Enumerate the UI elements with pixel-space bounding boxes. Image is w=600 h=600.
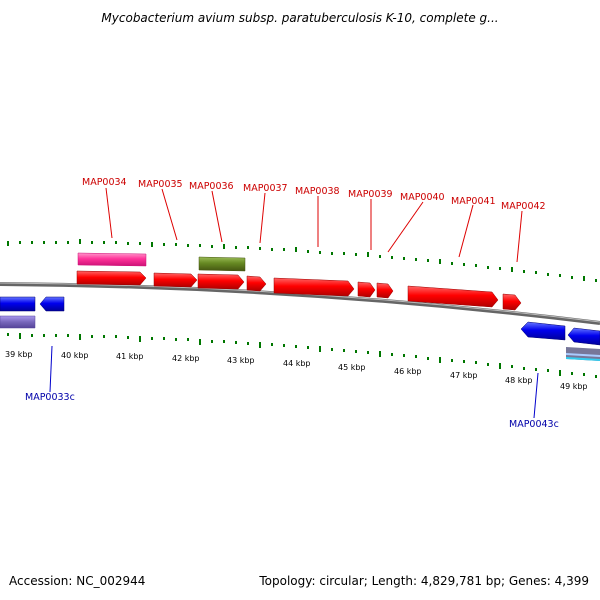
- leader-map0037: [259, 192, 266, 244]
- gene-arrow-map0037[interactable]: [246, 275, 267, 292]
- gene-arrow-map0033c[interactable]: [39, 296, 65, 312]
- tick-label-39: 39 kbp: [5, 350, 33, 359]
- pink-feature-bar[interactable]: [77, 252, 147, 267]
- leader-map0043c: [533, 372, 539, 419]
- striped-feature-bar-cyan: [566, 357, 600, 361]
- leader-map0040: [387, 201, 424, 253]
- tick-labels: 39 kbp 40 kbp 41 kbp 42 kbp 43 kbp 44 kb…: [5, 350, 588, 391]
- gene-arrow-map0044c-partial[interactable]: [567, 327, 600, 346]
- leader-map0033c: [49, 345, 53, 393]
- gene-label-map0033c[interactable]: MAP0033c: [25, 392, 75, 403]
- gene-arrow-map0033c-left[interactable]: [0, 296, 36, 312]
- gene-label-map0037[interactable]: MAP0037: [243, 183, 288, 194]
- tick-label-41: 41 kbp: [116, 352, 144, 361]
- tick-label-40: 40 kbp: [61, 351, 89, 360]
- gene-label-map0040[interactable]: MAP0040: [400, 192, 445, 203]
- gene-arrow-map0038[interactable]: [273, 277, 355, 297]
- tick-label-49: 49 kbp: [560, 382, 588, 391]
- tick-label-43: 43 kbp: [227, 356, 255, 365]
- lower-tick-marks: [7, 333, 597, 378]
- leader-map0035: [161, 188, 178, 241]
- gene-arrow-map0039[interactable]: [357, 281, 376, 298]
- leader-map0041: [458, 204, 474, 258]
- gene-label-map0041[interactable]: MAP0041: [451, 196, 496, 207]
- gene-label-map0043c[interactable]: MAP0043c: [509, 419, 559, 430]
- gene-arrow-map0041[interactable]: [407, 285, 499, 308]
- purple-feature-bar[interactable]: [0, 315, 36, 329]
- gene-arrow-map0034[interactable]: [76, 270, 147, 286]
- tick-label-46: 46 kbp: [394, 367, 422, 376]
- forward-gene-labels: MAP0034 MAP0035 MAP0036 MAP0037 MAP0038 …: [82, 177, 546, 212]
- page-title: Mycobacterium avium subsp. paratuberculo…: [101, 11, 499, 25]
- genome-backbone: [0, 282, 600, 325]
- tick-label-42: 42 kbp: [172, 354, 200, 363]
- gene-label-map0038[interactable]: MAP0038: [295, 186, 340, 197]
- olive-feature-bar[interactable]: [198, 256, 246, 272]
- gene-arrow-map0036[interactable]: [197, 273, 245, 290]
- forward-strand-genes: [76, 270, 522, 311]
- striped-feature-bar-light: [566, 353, 600, 357]
- gene-label-map0042[interactable]: MAP0042: [501, 201, 546, 212]
- gene-arrow-map0042[interactable]: [502, 293, 522, 311]
- leader-map0036: [211, 190, 223, 243]
- reverse-gene-labels: MAP0033c MAP0043c: [25, 392, 559, 430]
- gene-arrow-map0043c[interactable]: [520, 321, 566, 341]
- tick-label-48: 48 kbp: [505, 376, 533, 385]
- gene-arrow-map0035[interactable]: [153, 272, 198, 288]
- forward-label-leaders: [105, 187, 523, 263]
- gene-label-map0039[interactable]: MAP0039: [348, 189, 393, 200]
- leader-map0042: [516, 210, 523, 263]
- topology-summary-text: Topology: circular; Length: 4,829,781 bp…: [259, 574, 589, 588]
- gene-label-map0036[interactable]: MAP0036: [189, 181, 234, 192]
- tick-label-47: 47 kbp: [450, 371, 478, 380]
- leader-map0034: [105, 187, 113, 239]
- reverse-label-leaders: [49, 345, 539, 419]
- upper-tick-marks: [7, 239, 597, 282]
- gene-arrow-map0040[interactable]: [376, 282, 394, 299]
- accession-text: Accession: NC_002944: [9, 574, 146, 588]
- gene-label-map0035[interactable]: MAP0035: [138, 179, 183, 190]
- tick-label-45: 45 kbp: [338, 363, 366, 372]
- tick-label-44: 44 kbp: [283, 359, 311, 368]
- reverse-strand-genes: [0, 296, 600, 346]
- gene-label-map0034[interactable]: MAP0034: [82, 177, 127, 188]
